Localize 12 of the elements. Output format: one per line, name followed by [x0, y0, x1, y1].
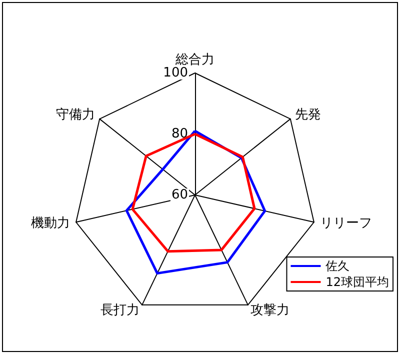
spoke-label: 攻撃力	[250, 302, 290, 318]
legend-label: 12球団平均	[326, 275, 390, 289]
spoke-label: 長打力	[100, 302, 140, 318]
spoke-label: 守備力	[56, 108, 95, 123]
spoke-label: 機動力	[31, 216, 70, 231]
y-tick-label: 100	[163, 66, 188, 80]
y-tick-label: 80	[171, 126, 188, 142]
spoke-label: 総合力	[174, 52, 214, 68]
legend-label: 佐久	[326, 259, 350, 273]
spoke-label: リリーフ	[320, 216, 372, 231]
y-tick-label: 60	[171, 188, 188, 202]
spoke-label: 先発	[295, 108, 322, 123]
